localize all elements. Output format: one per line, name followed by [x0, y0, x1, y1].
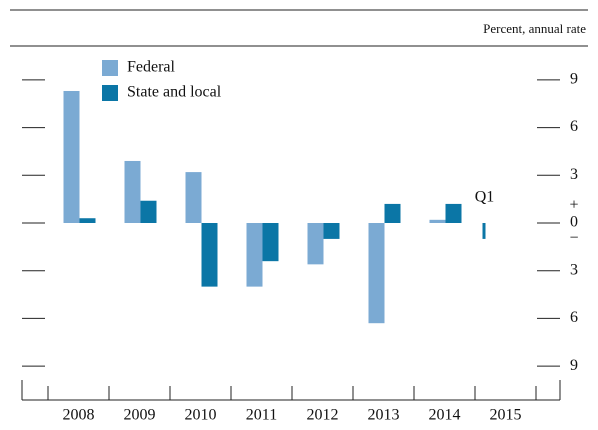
bar — [63, 90, 80, 223]
zero-sign-minus: − — [569, 230, 578, 247]
bar — [246, 223, 263, 287]
annotation: Q1 — [475, 189, 495, 206]
bar — [201, 223, 218, 287]
legend-label: State and local — [127, 84, 222, 101]
y-tick-label: 6 — [570, 118, 578, 135]
bar — [482, 223, 486, 239]
bar — [307, 223, 324, 265]
y-tick-label: 6 — [570, 309, 578, 326]
zero-sign-plus: + — [569, 197, 578, 214]
x-tick-label: 2015 — [490, 407, 522, 424]
y-tick-label: 9 — [570, 357, 578, 374]
bar — [140, 200, 157, 223]
y-tick-label: 3 — [570, 261, 578, 278]
unit-label: Percent, annual rate — [483, 21, 586, 36]
bar — [384, 203, 401, 223]
x-tick-label: 2010 — [185, 407, 217, 424]
y-tick-label: 9 — [570, 71, 578, 88]
x-tick-label: 2012 — [307, 407, 339, 424]
legend-label: Federal — [127, 59, 176, 76]
bar — [429, 219, 446, 223]
x-tick-label: 2014 — [429, 407, 461, 424]
x-tick-label: 2009 — [124, 407, 156, 424]
bar — [185, 172, 202, 223]
bar — [445, 203, 462, 223]
x-tick-label: 2011 — [246, 407, 277, 424]
y-tick-label: 3 — [570, 166, 578, 183]
bar — [124, 160, 141, 223]
bar — [79, 218, 96, 223]
bar — [368, 223, 385, 324]
legend-swatch — [102, 60, 118, 76]
x-tick-label: 2008 — [63, 407, 95, 424]
y-tick-label: 0 — [570, 214, 578, 231]
x-tick-label: 2013 — [368, 407, 400, 424]
legend-swatch — [102, 85, 118, 101]
bar — [323, 223, 340, 239]
bar — [262, 223, 279, 262]
